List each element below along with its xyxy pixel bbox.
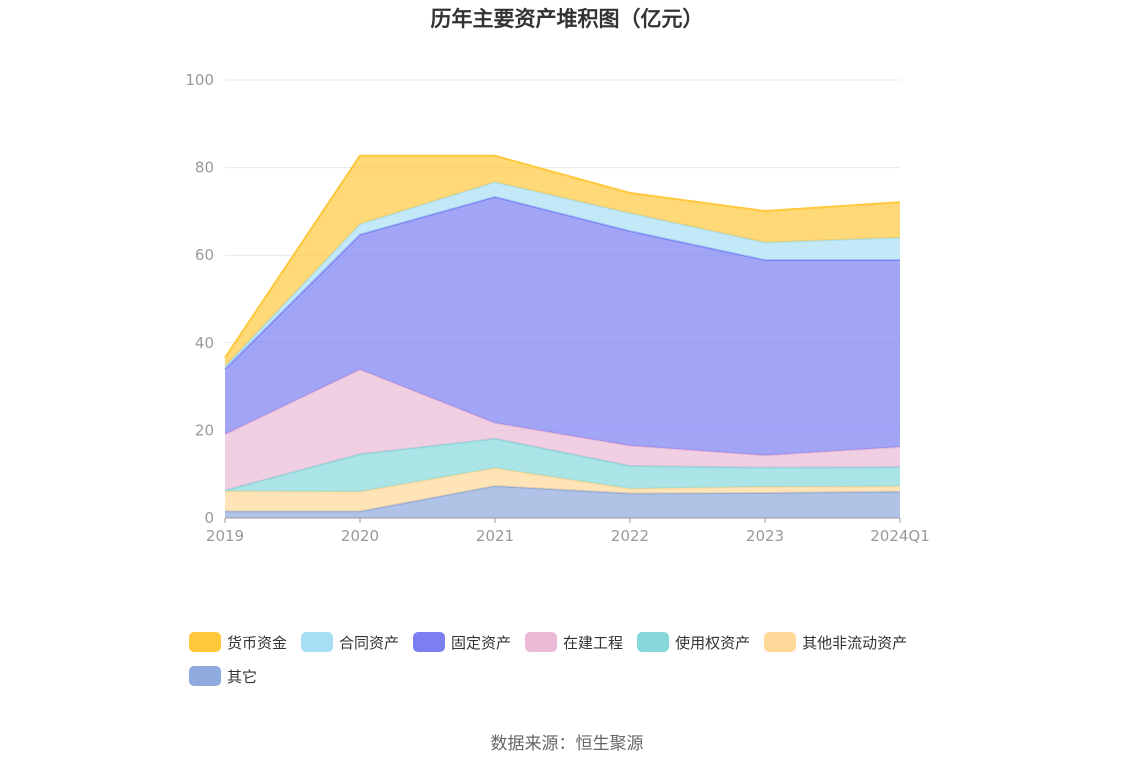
legend-swatch <box>301 632 334 652</box>
legend-label: 货币资金 <box>227 633 288 652</box>
legend-swatch <box>189 632 221 652</box>
legend: 货币资金 合同资产 固定资产 在建工程 使用权资产 其他非流动资产其它 <box>189 630 979 698</box>
y-tick-label: 0 <box>204 509 214 527</box>
legend-label: 在建工程 <box>563 633 624 652</box>
legend-item[interactable]: 固定资产 <box>413 630 511 654</box>
y-tick-label: 80 <box>195 159 214 177</box>
y-tick-label: 40 <box>195 334 214 352</box>
x-tick-label: 2022 <box>611 527 649 545</box>
series-area <box>225 438 900 492</box>
legend-swatch <box>764 632 797 652</box>
legend-item[interactable]: 货币资金 <box>189 630 287 654</box>
legend-label: 固定资产 <box>451 633 512 652</box>
x-tick-label: 2020 <box>341 527 379 545</box>
y-tick-label: 20 <box>195 421 214 439</box>
chart-title: 历年主要资产堆积图（亿元） <box>430 7 704 31</box>
legend-label: 其它 <box>227 667 258 686</box>
y-tick-label: 100 <box>185 71 214 89</box>
series-area <box>225 196 900 456</box>
legend-item[interactable]: 合同资产 <box>301 630 399 654</box>
legend-swatch <box>525 632 558 652</box>
x-tick-label: 2024Q1 <box>870 527 930 545</box>
x-tick-label: 2021 <box>476 527 514 545</box>
legend-label: 合同资产 <box>339 633 400 652</box>
series-area <box>225 468 900 512</box>
source-note: 数据来源：恒生聚源 <box>490 734 644 754</box>
legend-swatch <box>189 666 221 686</box>
legend-item[interactable]: 其它 <box>189 664 257 688</box>
series-area <box>225 155 900 367</box>
x-tick-label: 2023 <box>746 527 784 545</box>
x-tick-label: 2019 <box>206 527 244 545</box>
y-tick-label: 60 <box>195 246 214 264</box>
legend-swatch <box>637 632 670 652</box>
legend-label: 使用权资产 <box>675 633 751 652</box>
series-area <box>225 369 900 491</box>
legend-label: 其他非流动资产 <box>802 633 908 652</box>
legend-item[interactable]: 在建工程 <box>525 630 623 654</box>
legend-swatch <box>413 632 446 652</box>
legend-item[interactable]: 使用权资产 <box>637 630 750 654</box>
series-line <box>224 154 901 359</box>
stacked-area-chart: 0 20 40 60 80 100 2019 2020 2021 2022 2023 2024Q1 <box>185 71 930 545</box>
legend-item[interactable]: 其他非流动资产 <box>764 630 907 654</box>
